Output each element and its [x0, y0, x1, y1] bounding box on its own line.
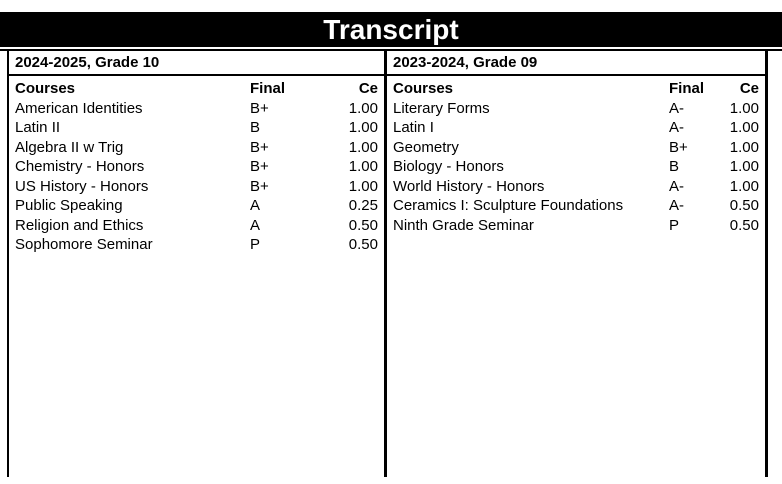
course-name: US History - Honors [15, 177, 149, 195]
credits-earned: 1.00 [348, 177, 378, 195]
transcript-grid: 2024-2025, Grade 10 Courses Final Ce Ame… [0, 49, 782, 477]
course-table: Courses Final Ce American Identities B+ … [9, 76, 384, 255]
credits-earned: 1.00 [729, 138, 759, 156]
column-header-courses: Courses [15, 80, 76, 97]
course-row: Public Speaking A 0.25 [15, 196, 378, 216]
course-name: Ceramics I: Sculpture Foundations [393, 197, 624, 214]
column-header-credits: Ce [358, 80, 378, 97]
page-title: Transcript [323, 14, 459, 45]
course-row: Chemistry - Honors B+ 1.00 [15, 157, 378, 177]
term-label: 2024-2025, Grade 10 [15, 54, 160, 71]
course-name: Geometry [393, 138, 459, 156]
credits-earned: 0.50 [729, 216, 759, 234]
course-name: American Identities [15, 99, 143, 117]
final-grade: A- [669, 197, 684, 214]
credits-earned: 1.00 [729, 177, 759, 195]
course-row: Algebra II w Trig B+ 1.00 [15, 138, 378, 158]
final-grade: B+ [250, 158, 269, 175]
final-grade: B [250, 119, 261, 136]
final-grade: B+ [669, 138, 688, 156]
credits-earned: 1.00 [729, 119, 759, 136]
course-row: US History - Honors B+ 1.00 [15, 177, 378, 197]
column-header-final: Final [669, 80, 705, 97]
course-row: Geometry B+ 1.00 [393, 138, 759, 158]
credits-earned: 0.50 [348, 216, 378, 234]
final-grade: A- [669, 99, 684, 117]
course-row: American Identities B+ 1.00 [15, 99, 378, 119]
credits-earned: 1.00 [729, 158, 759, 175]
term-panel: 2023-2024, Grade 09 Courses Final Ce Lit… [387, 51, 768, 477]
credits-earned: 0.25 [348, 197, 378, 214]
course-name: Algebra II w Trig [15, 138, 124, 156]
course-table-header-row: Courses Final Ce [15, 79, 378, 99]
course-row: Ceramics I: Sculpture Foundations A- 0.5… [393, 196, 759, 216]
course-rows: American Identities B+ 1.00 Latin II B 1… [15, 99, 378, 255]
credits-earned: 1.00 [348, 138, 378, 156]
credits-earned: 1.00 [348, 119, 378, 136]
column-header-courses: Courses [393, 80, 454, 97]
course-name: Ninth Grade Seminar [393, 216, 534, 234]
final-grade: A [250, 216, 261, 234]
final-grade: A- [669, 177, 684, 195]
final-grade: B+ [250, 138, 269, 156]
course-row: Ninth Grade Seminar P 0.50 [393, 216, 759, 236]
final-grade: P [250, 236, 261, 253]
course-name: Literary Forms [393, 99, 490, 117]
final-grade: B [669, 158, 680, 175]
course-row: Religion and Ethics A 0.50 [15, 216, 378, 236]
course-rows: Literary Forms A- 1.00 Latin I A- 1.00 G… [393, 99, 759, 236]
course-name: Religion and Ethics [15, 216, 144, 234]
course-name: Biology - Honors [393, 158, 504, 175]
final-grade: P [669, 216, 680, 234]
column-header-credits: Ce [739, 80, 759, 97]
term-panel: 2024-2025, Grade 10 Courses Final Ce Ame… [7, 51, 387, 477]
credits-earned: 1.00 [348, 158, 378, 175]
credits-earned: 1.00 [729, 99, 759, 117]
column-header-final: Final [250, 80, 286, 97]
term-header: 2024-2025, Grade 10 [9, 51, 384, 76]
course-name: Latin I [393, 119, 434, 136]
course-name: Latin II [15, 119, 61, 136]
credits-earned: 1.00 [348, 99, 378, 117]
course-row: World History - Honors A- 1.00 [393, 177, 759, 197]
course-row: Latin II B 1.00 [15, 118, 378, 138]
course-row: Sophomore Seminar P 0.50 [15, 235, 378, 255]
final-grade: A- [669, 119, 684, 136]
credits-earned: 0.50 [729, 197, 759, 214]
course-name: Public Speaking [15, 197, 123, 214]
final-grade: B+ [250, 177, 269, 195]
course-table: Courses Final Ce Literary Forms A- 1.00 … [387, 76, 765, 235]
course-table-header-row: Courses Final Ce [393, 79, 759, 99]
credits-earned: 0.50 [348, 236, 378, 253]
course-row: Literary Forms A- 1.00 [393, 99, 759, 119]
term-label: 2023-2024, Grade 09 [393, 54, 538, 71]
final-grade: B+ [250, 99, 269, 117]
term-header: 2023-2024, Grade 09 [387, 51, 765, 76]
final-grade: A [250, 197, 261, 214]
course-name: Chemistry - Honors [15, 158, 145, 175]
title-bar: Transcript [0, 12, 782, 47]
course-name: World History - Honors [393, 177, 545, 195]
course-name: Sophomore Seminar [15, 236, 153, 253]
course-row: Latin I A- 1.00 [393, 118, 759, 138]
course-row: Biology - Honors B 1.00 [393, 157, 759, 177]
